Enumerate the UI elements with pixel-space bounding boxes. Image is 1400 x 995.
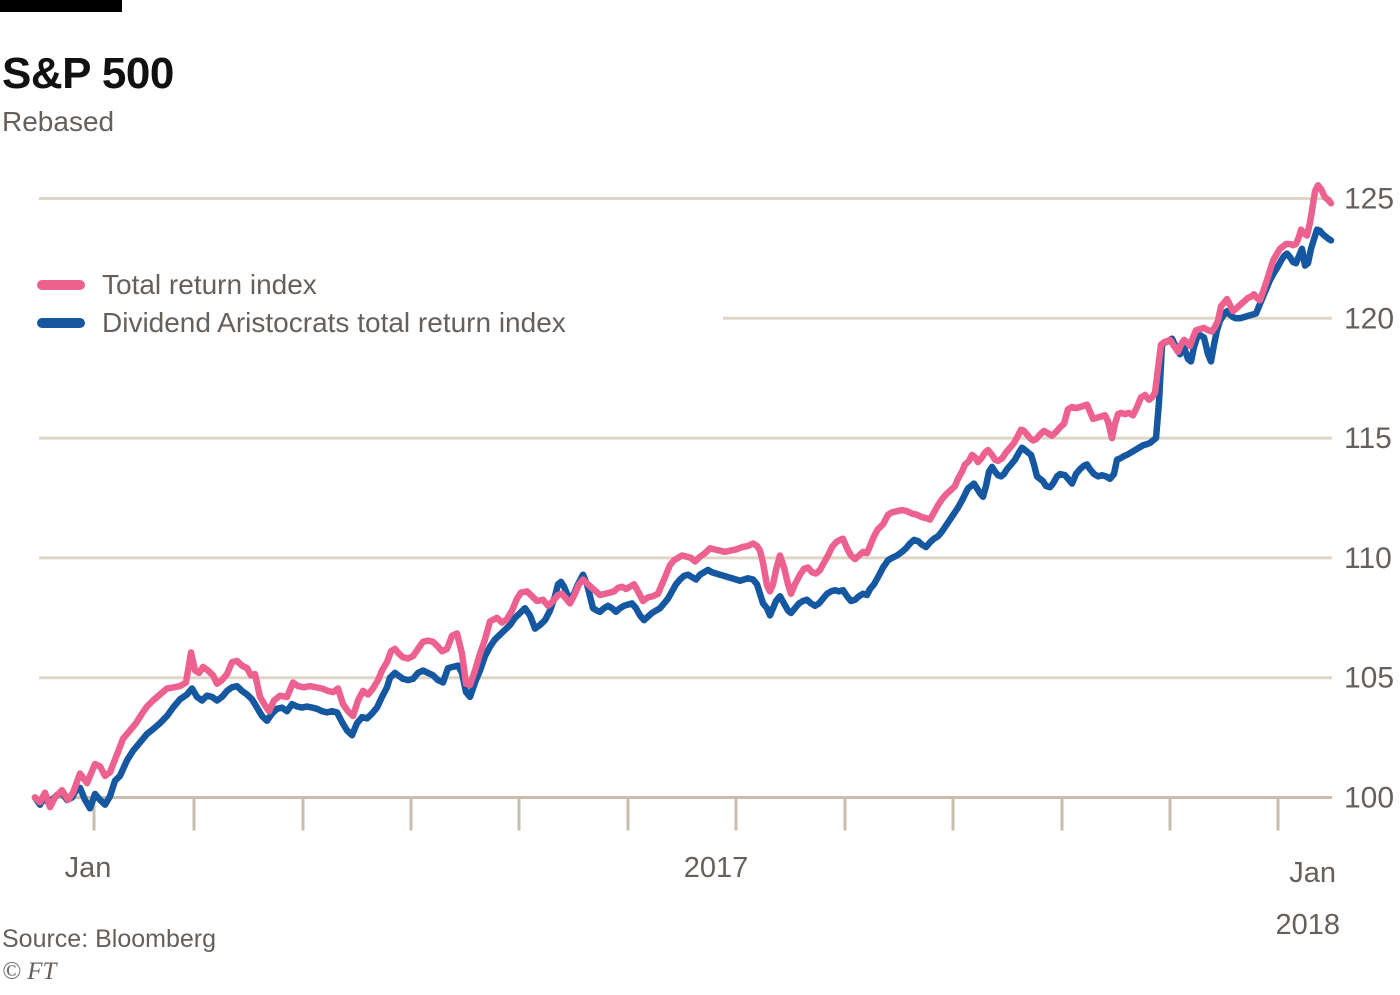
ft-copyright: © FT [2, 958, 57, 985]
x-axis-label-2: Jan [1289, 857, 1336, 889]
y-axis-label-125: 125 [1344, 183, 1394, 216]
y-axis-label-115: 115 [1344, 422, 1392, 455]
legend-item-total-return: Total return index [37, 266, 566, 304]
chart-legend: Total return index Dividend Aristocrats … [37, 266, 566, 342]
series-line-dividend-aristocrats-total-return-index [31, 226, 1335, 812]
chart-subtitle: Rebased [2, 106, 115, 137]
legend-swatch-blue [37, 318, 85, 328]
y-axis-label-110: 110 [1344, 542, 1392, 575]
legend-label: Dividend Aristocrats total return index [102, 307, 566, 338]
legend-swatch-pink [37, 280, 85, 290]
legend-item-dividend-aristocrats: Dividend Aristocrats total return index [37, 304, 566, 342]
x-axis-label-3: 2018 [1275, 909, 1340, 941]
y-axis-label-100: 100 [1344, 782, 1394, 815]
chart-title: S&P 500 [2, 49, 174, 99]
x-axis-label-1: 2017 [684, 852, 749, 884]
y-axis-label-105: 105 [1344, 662, 1394, 695]
x-axis-label-0: Jan [65, 852, 112, 884]
ft-top-bar [0, 0, 122, 12]
series-line-total-return-index [31, 182, 1335, 811]
legend-label: Total return index [102, 269, 317, 300]
source-credit: Source: Bloomberg [2, 925, 217, 953]
y-axis-label-120: 120 [1344, 302, 1394, 335]
